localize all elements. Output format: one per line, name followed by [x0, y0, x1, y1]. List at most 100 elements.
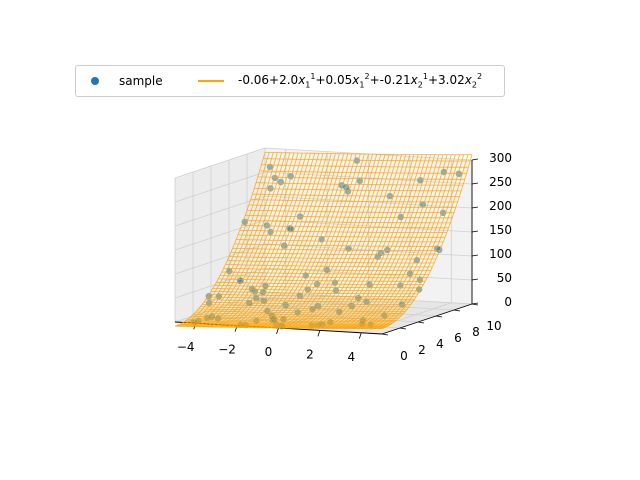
surface-line [210, 291, 418, 295]
surface-line [250, 199, 458, 203]
surface-line [187, 318, 395, 323]
surface-line [234, 243, 442, 247]
x2-tick-label: 10 [486, 319, 501, 333]
x1-tick-label: 4 [347, 350, 355, 364]
z-tick [471, 158, 479, 161]
surface-line [236, 239, 444, 243]
legend-marker-sample [91, 77, 99, 85]
surface-line [176, 325, 384, 329]
surface-line [200, 306, 408, 310]
x2-axis-line [381, 303, 473, 335]
x2-tick [453, 309, 461, 312]
surface-line [245, 215, 453, 219]
surface-line [203, 301, 411, 305]
surface-line [216, 281, 424, 286]
surface-line [218, 278, 426, 282]
x1-tick-label: 0 [265, 345, 273, 359]
surface-line [248, 204, 456, 208]
surface-line [227, 260, 435, 264]
grid-line [174, 147, 473, 179]
surface-line [180, 323, 388, 327]
z-tick-label: 250 [489, 175, 512, 189]
surface-line [182, 322, 390, 326]
surface-line [243, 220, 451, 224]
x2-tick [399, 327, 407, 330]
x2-tick-label: 8 [472, 325, 480, 339]
surface-line [257, 176, 465, 180]
surface-line [205, 299, 413, 303]
x1-tick-label: −4 [177, 340, 195, 354]
surface-line [214, 285, 422, 289]
z-tick [471, 254, 479, 257]
z-tick-label: 300 [489, 151, 512, 165]
surface-line [191, 315, 399, 320]
x2-tick [435, 315, 443, 318]
scatter-point [309, 306, 316, 313]
x1-tick-label: 2 [306, 347, 314, 361]
surface-line [198, 308, 406, 312]
z-tick [471, 230, 479, 233]
x1-tick [358, 332, 362, 339]
surface-line [230, 252, 438, 256]
z-tick-label: 200 [489, 199, 512, 213]
surface-line [178, 324, 386, 328]
x2-tick-label: 6 [454, 331, 462, 345]
surface-line [261, 164, 469, 168]
x2-tick-label: 4 [436, 337, 444, 351]
surface-line [201, 304, 409, 308]
x1-tick [317, 330, 321, 337]
z-tick [471, 278, 479, 281]
surface-line [209, 293, 417, 298]
surface-line [232, 247, 440, 252]
surface-line [239, 229, 447, 234]
legend-label-sample: sample [119, 74, 163, 88]
z-tick [471, 302, 479, 305]
z-tick-label: 100 [489, 247, 512, 261]
scatter-point [336, 308, 343, 316]
scatter-point [271, 174, 278, 182]
x1-tick [276, 327, 279, 335]
z-tick [471, 206, 479, 209]
z-tick-label: 150 [489, 223, 512, 237]
surface-line [183, 321, 391, 325]
fitted-surface [174, 151, 473, 330]
surface-line [189, 317, 397, 321]
surface-line [192, 314, 400, 318]
surface-line [212, 288, 420, 292]
grid-line [174, 171, 473, 203]
surface-line [241, 225, 449, 229]
legend: sample -0.06+2.0x11+0.05x12+-0.21x21+3.0… [75, 65, 505, 97]
legend-item-sample: sample [91, 66, 163, 96]
legend-item-fit: -0.06+2.0x11+0.05x12+-0.21x21+3.02x22 [198, 66, 482, 96]
x2-tick-label: 2 [418, 343, 426, 357]
x2-tick-label: 0 [400, 349, 408, 363]
surface-line [221, 271, 429, 275]
z-tick-label: 50 [497, 271, 512, 285]
surface-line [219, 275, 427, 279]
scatter-point [267, 185, 274, 192]
legend-label-fit: -0.06+2.0x11+0.05x12+-0.21x21+3.02x22 [238, 72, 483, 90]
scatter-point [264, 307, 271, 315]
surface-line [185, 320, 393, 324]
legend-marker-fit [198, 80, 224, 82]
grid-line [174, 243, 473, 275]
z-tick [471, 182, 479, 185]
surface-line [254, 188, 462, 192]
scatter-point [226, 267, 233, 275]
x2-tick [417, 321, 425, 324]
surface-line [225, 264, 433, 268]
surface-line [264, 151, 472, 156]
surface-line [255, 182, 463, 186]
surface-line [196, 310, 404, 314]
surface-line [246, 209, 454, 214]
surface-line [194, 312, 402, 316]
z-tick-label: 0 [504, 295, 512, 309]
x1-tick-label: −2 [218, 343, 236, 357]
surface-line [259, 170, 467, 174]
surface-line [207, 296, 415, 300]
x2-tick [381, 333, 389, 336]
surface-line [223, 267, 431, 272]
